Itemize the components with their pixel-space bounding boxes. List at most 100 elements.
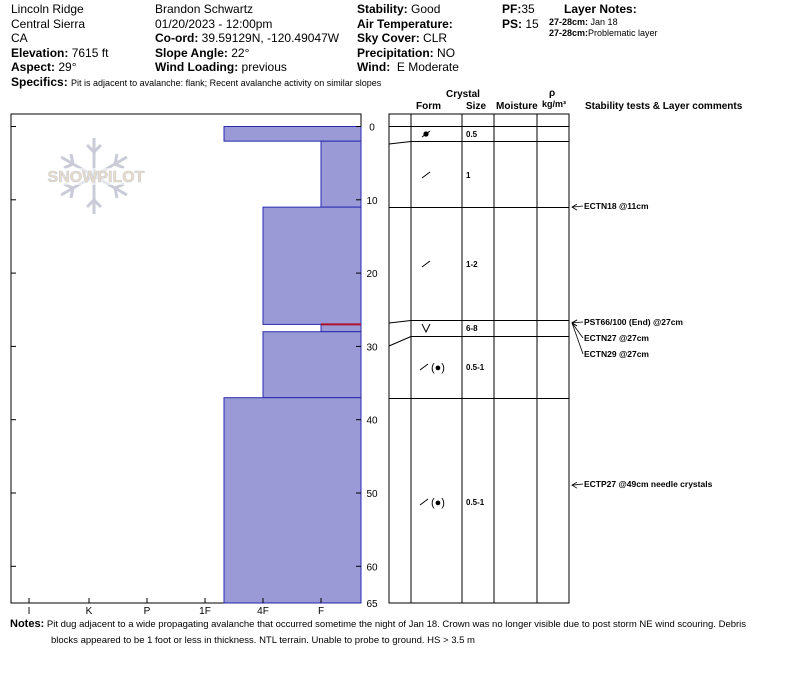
test-arrow-icon bbox=[571, 203, 578, 211]
wind-label: Wind: bbox=[357, 60, 391, 75]
crystal-form-decomposing-rounded-icon: (●) bbox=[419, 362, 445, 374]
stability-test-label: ECTP27 @49cm needle crystals bbox=[584, 479, 713, 489]
observer-name: Brandon Schwartz bbox=[155, 2, 254, 16]
crystal-size: 1-2 bbox=[466, 260, 478, 269]
hardness-bar bbox=[320, 323, 362, 333]
layer-notes-title: Layer Notes: bbox=[564, 2, 637, 16]
density-unit-header: kg/m³ bbox=[542, 99, 567, 109]
decomposing-icon bbox=[419, 498, 429, 506]
layer-note-text: Jan 18 bbox=[590, 16, 618, 27]
test-leader-line bbox=[571, 322, 584, 355]
notes: Notes: Pit dug adjacent to a wide propag… bbox=[10, 616, 790, 649]
snowpilot-logo: SNOWPILOT bbox=[34, 134, 159, 219]
elevation-label: Elevation: bbox=[11, 45, 69, 60]
hardness-bar bbox=[262, 331, 362, 399]
stability-test-label: ECTN18 @11cm bbox=[584, 201, 649, 211]
specifics: Specifics: Pit is adjacent to avalanche:… bbox=[11, 75, 411, 90]
pf-label: PF: bbox=[502, 2, 522, 16]
precip-value: NO bbox=[437, 45, 456, 60]
elevation: Elevation: 7615 ft bbox=[11, 46, 108, 61]
pf: PF:35 bbox=[502, 2, 539, 17]
layer-notes: Layer Notes: 27-28cm: Jan 18 27-28cm:Pro… bbox=[549, 2, 658, 39]
date-time: 01/20/2023 - 12:00pm bbox=[155, 16, 273, 31]
specifics-value: Pit is adjacent to avalanche: flank; Rec… bbox=[71, 78, 382, 88]
hardness-bars bbox=[223, 126, 362, 604]
moisture-header: Moisture bbox=[496, 101, 538, 112]
aspect-value: 29° bbox=[58, 60, 77, 75]
stability-test-label: ECTN29 @27cm bbox=[584, 349, 649, 359]
location-name: Lincoln Ridge bbox=[11, 2, 84, 16]
ps-value: 15 bbox=[525, 16, 539, 31]
aspect: Aspect: 29° bbox=[11, 60, 108, 75]
test-leader-line bbox=[571, 321, 584, 324]
crystal-form-decomposing-rounded-icon: (●) bbox=[419, 497, 445, 509]
crystal-form-decomposing-icon bbox=[421, 260, 431, 268]
layer-connector bbox=[388, 320, 412, 324]
wind-loading-label: Wind Loading: bbox=[155, 60, 239, 75]
crystal-size: 0.5-1 bbox=[466, 498, 485, 507]
layer-note-range: 27-28cm: bbox=[549, 27, 589, 38]
sky-cover: Sky Cover: CLR bbox=[357, 31, 459, 46]
stability: Stability: Good bbox=[357, 2, 459, 17]
crystal-form-melt-freeze-icon bbox=[421, 130, 431, 138]
stability-label: Stability: bbox=[357, 2, 408, 16]
depth-tick-label: 40 bbox=[366, 416, 378, 427]
layer-connector bbox=[388, 141, 412, 145]
size-header: Size bbox=[466, 101, 487, 112]
coord-value: 39.59129N, -120.49047W bbox=[201, 31, 340, 46]
melt-freeze-slash bbox=[421, 130, 431, 138]
layer-table bbox=[388, 113, 570, 604]
precip-label: Precipitation: bbox=[357, 45, 434, 60]
sky-label: Sky Cover: bbox=[357, 31, 420, 46]
stability-test-label: ECTN27 @27cm bbox=[584, 333, 649, 343]
notes-line1: Pit dug adjacent to a wide propagating a… bbox=[46, 619, 747, 630]
stability-value: Good bbox=[411, 2, 441, 16]
location-state: CA bbox=[11, 31, 28, 46]
decomposing-icon bbox=[421, 260, 431, 268]
air-temp-label: Air Temperature: bbox=[357, 16, 453, 31]
rounded-grain-paren-icon: (●) bbox=[431, 497, 445, 509]
specifics-label: Specifics: bbox=[11, 75, 68, 89]
depth-tick-label: 65 bbox=[366, 599, 378, 610]
test-leader-line bbox=[571, 205, 584, 208]
rounded-grain-paren-icon: (●) bbox=[431, 362, 445, 374]
snowflake-icon: SNOWPILOT bbox=[34, 138, 159, 214]
hardness-tick-label: 1F bbox=[199, 606, 211, 617]
layer-note-text: Problematic layer bbox=[588, 27, 658, 38]
hardness-bar bbox=[320, 140, 362, 208]
pf-ps-block: PF:35 PS: 15 bbox=[502, 2, 539, 31]
notes-line2: blocks appeared to be 1 foot or less in … bbox=[51, 635, 475, 646]
depth-tick-label: 50 bbox=[366, 489, 378, 500]
depth-tick-label: 0 bbox=[369, 123, 375, 134]
conditions-block: Stability: Good Air Temperature: Sky Cov… bbox=[357, 2, 459, 75]
hardness-bar bbox=[223, 126, 362, 142]
hardness-tick-label: F bbox=[318, 606, 324, 617]
slope-label: Slope Angle: bbox=[155, 45, 228, 60]
test-arrow-icon bbox=[571, 481, 578, 489]
hardness-tick-label: P bbox=[144, 606, 151, 617]
precipitation: Precipitation: NO bbox=[357, 46, 459, 61]
aspect-label: Aspect: bbox=[11, 60, 56, 75]
decomposing-icon bbox=[421, 171, 431, 179]
coordinates: Co-ord: 39.59129N, -120.49047W bbox=[155, 31, 339, 46]
hardness-bar bbox=[262, 206, 362, 325]
notes-label: Notes: bbox=[10, 618, 45, 630]
wind-loading: Wind Loading: previous bbox=[155, 60, 339, 75]
slope-value: 22° bbox=[231, 45, 250, 60]
test-leader-line bbox=[571, 483, 584, 486]
logo-text: SNOWPILOT bbox=[48, 169, 145, 186]
wind-value: E Moderate bbox=[396, 60, 459, 75]
hardness-axis: I K P 1F 4F F bbox=[28, 598, 324, 617]
form-header: Form bbox=[416, 101, 441, 112]
ps-label: PS: bbox=[502, 16, 523, 31]
stability-test-label: PST66/100 (End) @27cm bbox=[584, 317, 683, 327]
test-arrow-icon bbox=[571, 319, 578, 327]
air-temperature: Air Temperature: bbox=[357, 17, 459, 32]
hardness-tick-label: I bbox=[28, 606, 31, 617]
layer-note-range: 27-28cm: bbox=[549, 16, 589, 27]
crystal-size: 6-8 bbox=[466, 324, 478, 333]
test-leader-line bbox=[571, 322, 584, 339]
coord-label: Co-ord: bbox=[155, 31, 199, 46]
depth-tick-label: 60 bbox=[366, 562, 378, 573]
